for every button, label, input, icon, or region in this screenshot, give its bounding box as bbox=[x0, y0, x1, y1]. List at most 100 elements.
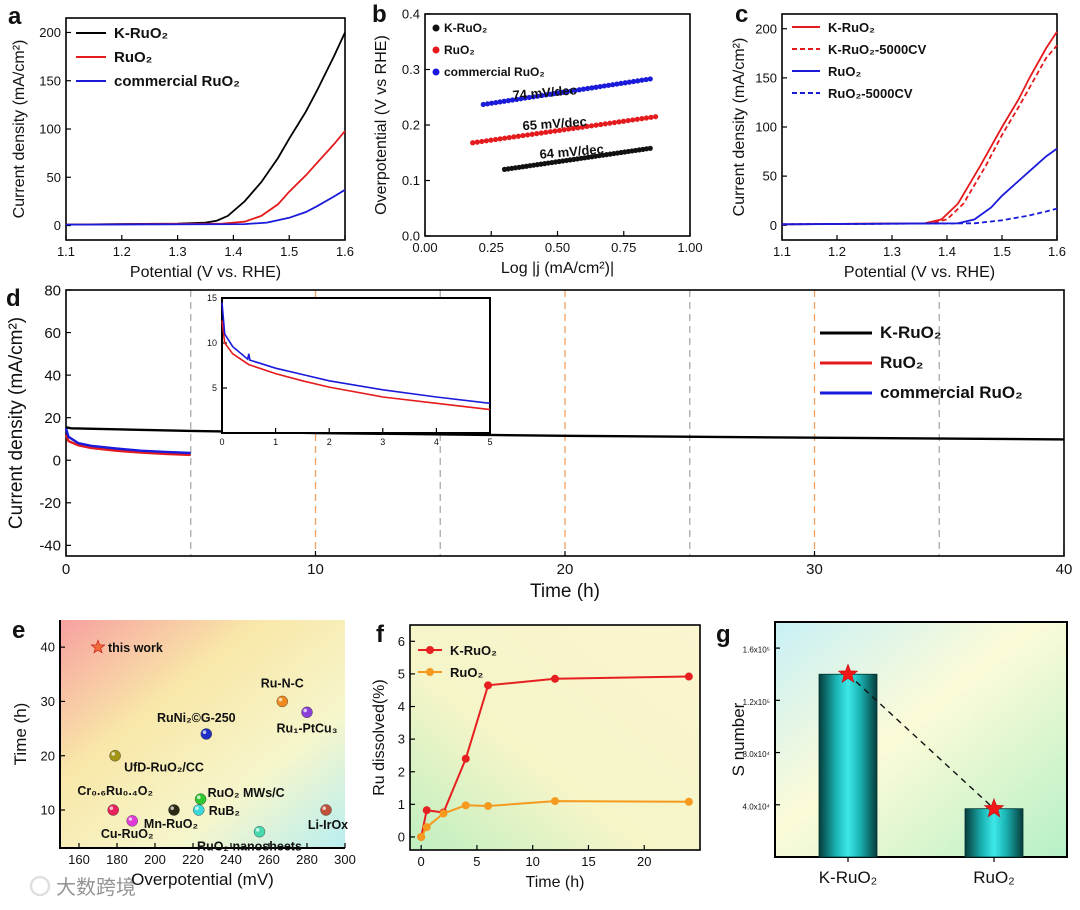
data-point bbox=[684, 672, 693, 681]
data-point-highlight bbox=[170, 806, 174, 810]
y-axis-label: Current density (mA/cm²) bbox=[11, 40, 28, 219]
data-point bbox=[534, 131, 540, 137]
point-label: RuNi₂©G-250 bbox=[157, 711, 236, 725]
data-point-highlight bbox=[109, 806, 114, 810]
legend-marker bbox=[432, 68, 440, 76]
data-point-highlight bbox=[128, 817, 133, 821]
x-tick-label: 220 bbox=[182, 852, 204, 867]
legend-label: K-RuO₂ bbox=[880, 323, 941, 342]
data-point bbox=[648, 114, 654, 120]
series-line bbox=[65, 189, 346, 226]
point-label: UfD-RuO₂/CC bbox=[124, 761, 204, 775]
point-label: RuO₂ MWs/C bbox=[208, 786, 285, 800]
y-tick-label: 100 bbox=[755, 120, 777, 135]
x-axis-label: Potential (V vs. RHE) bbox=[844, 264, 995, 281]
data-point-highlight bbox=[111, 752, 116, 756]
x-tick-label: 0 bbox=[219, 437, 224, 447]
star-marker-icon bbox=[983, 797, 1005, 818]
data-point bbox=[107, 804, 119, 816]
data-point bbox=[555, 90, 562, 96]
data-point bbox=[618, 80, 624, 87]
data-point bbox=[534, 93, 541, 99]
legend-label: commercial RuO₂ bbox=[880, 383, 1023, 402]
legend-label: RuO₂-5000CV bbox=[828, 86, 913, 101]
y-axis-label: S number bbox=[729, 702, 748, 776]
x-tick-label: 0 bbox=[418, 854, 425, 869]
y-axis-label: Current density (mA/cm²) bbox=[6, 317, 27, 529]
y-tick-label: -40 bbox=[39, 538, 61, 555]
panel-g-chart: 4.0x10⁴ 8.0x10⁴ 1.2x10⁵ 1.6x10⁵ S number K-Ru… bbox=[729, 621, 1068, 887]
legend-label: RuO₂ bbox=[828, 64, 861, 79]
data-point bbox=[501, 98, 507, 104]
data-point bbox=[607, 120, 613, 126]
point-label: Cr₀.₆Ru₀.₄O₂ bbox=[77, 784, 153, 798]
legend-label: K-RuO₂ bbox=[450, 643, 497, 658]
x-tick-label: 30 bbox=[806, 561, 823, 578]
data-point bbox=[253, 826, 266, 838]
point-label: RuO₂ nanosheets bbox=[197, 840, 302, 854]
y-tick-label: 30 bbox=[41, 694, 55, 709]
axis-lines bbox=[59, 620, 345, 849]
y-tick-label: 1.2x10⁵ bbox=[743, 698, 770, 707]
inset-chart: 0 1 2 3 4 5 5 10 15 bbox=[207, 293, 493, 447]
category-label: RuO₂ bbox=[973, 868, 1015, 887]
point-label: Mn-RuO₂ bbox=[144, 817, 198, 831]
y-tick-label: 1 bbox=[398, 797, 405, 812]
data-point-highlight bbox=[195, 806, 199, 810]
data-point bbox=[626, 79, 632, 85]
data-point bbox=[610, 82, 616, 88]
x-axis-label: Log |j (mA/cm²)| bbox=[501, 260, 614, 277]
data-point bbox=[483, 138, 490, 144]
x-axis-label: Potential (V vs. RHE) bbox=[130, 264, 281, 281]
data-point bbox=[643, 115, 650, 121]
x-tick-label: 0.00 bbox=[412, 240, 437, 255]
x-tick-label: 240 bbox=[220, 852, 242, 867]
data-point bbox=[560, 89, 566, 95]
y-tick-label: 0.4 bbox=[402, 7, 420, 22]
data-point bbox=[484, 801, 493, 810]
data-point bbox=[630, 78, 637, 85]
data-point-highlight bbox=[322, 806, 327, 810]
x-tick-label: 1.4 bbox=[938, 244, 956, 259]
bar bbox=[964, 808, 1024, 858]
x-tick-label: 40 bbox=[1056, 561, 1073, 578]
x-tick-label: 1.6 bbox=[1048, 244, 1066, 259]
data-point bbox=[526, 94, 532, 101]
y-tick-label: 0 bbox=[53, 452, 61, 469]
data-point bbox=[493, 99, 499, 106]
series-line bbox=[781, 207, 1058, 226]
data-point bbox=[588, 123, 595, 129]
y-tick-label: 200 bbox=[39, 25, 61, 40]
trend-dashed-line bbox=[847, 673, 995, 810]
legend-label: RuO₂ bbox=[450, 665, 483, 680]
x-tick-label: 1.5 bbox=[993, 244, 1011, 259]
data-point bbox=[479, 138, 485, 145]
legend-marker bbox=[432, 46, 440, 54]
legend-label: K-RuO₂ bbox=[114, 25, 168, 42]
x-tick-label: 0.75 bbox=[611, 240, 636, 255]
x-tick-label: 1.5 bbox=[280, 244, 298, 259]
x-tick-label: 1.6 bbox=[336, 244, 354, 259]
data-point bbox=[564, 89, 570, 95]
watermark-logo: 大数跨境 bbox=[29, 875, 136, 899]
data-point bbox=[168, 804, 180, 816]
data-point bbox=[489, 100, 495, 106]
data-point bbox=[566, 126, 572, 132]
data-point-highlight bbox=[303, 708, 308, 713]
data-point bbox=[497, 136, 503, 142]
data-point bbox=[480, 101, 486, 108]
data-point bbox=[492, 136, 499, 143]
panel-b-chart: 0.00 0.25 0.50 0.75 1.00 0.0 0.1 0.2 0.3 0.4 Log |… bbox=[373, 7, 703, 277]
x-tick-label: 10 bbox=[525, 854, 539, 869]
inset-series-line bbox=[221, 320, 491, 411]
data-point bbox=[520, 132, 526, 139]
y-tick-label: 10 bbox=[207, 338, 217, 348]
legend-marker bbox=[426, 668, 434, 676]
data-point bbox=[605, 82, 612, 88]
watermark-text: 大数跨境 bbox=[56, 876, 136, 899]
data-point bbox=[484, 681, 493, 690]
y-tick-label: 0 bbox=[398, 830, 405, 845]
y-axis-label: Ru dissolved(%) bbox=[371, 679, 388, 795]
point-label: Ru₁-PtCu₃ bbox=[277, 721, 338, 735]
